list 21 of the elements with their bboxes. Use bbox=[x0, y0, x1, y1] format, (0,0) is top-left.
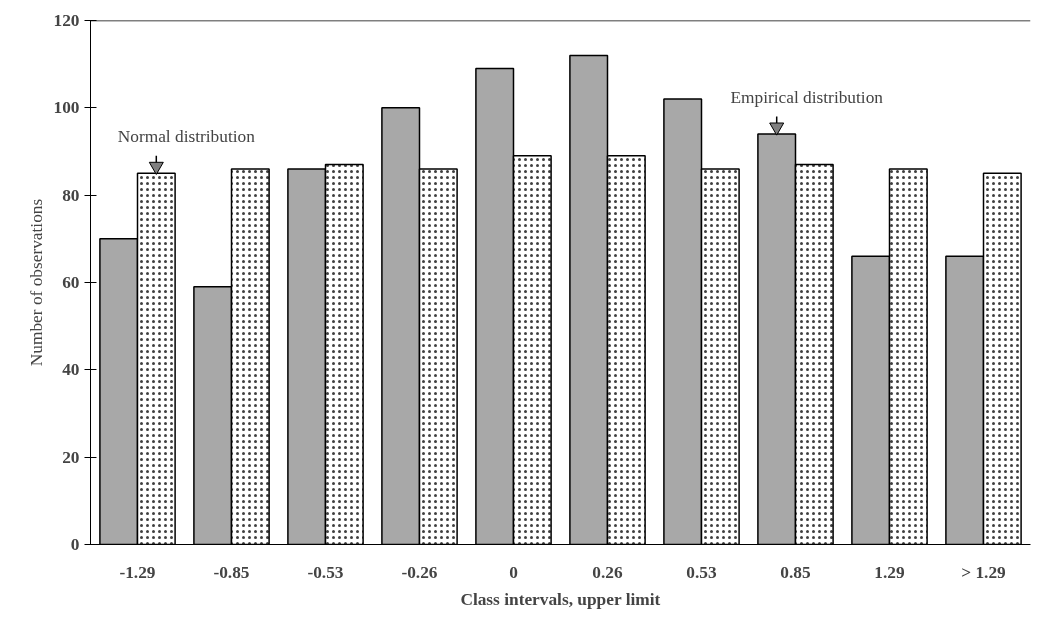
x-tick-label: -0.53 bbox=[307, 562, 344, 582]
y-tick-label: 120 bbox=[53, 11, 80, 30]
x-tick-label: 0 bbox=[509, 562, 518, 582]
x-tick-label: > 1.29 bbox=[961, 562, 1007, 582]
y-tick-label: 60 bbox=[62, 273, 80, 292]
x-axis-title: Class intervals, upper limit bbox=[460, 589, 661, 609]
x-tick-label: 0.53 bbox=[686, 562, 717, 582]
annotation: Empirical distribution bbox=[730, 87, 884, 107]
y-tick-label: 0 bbox=[70, 535, 80, 554]
x-tick-label: 0.26 bbox=[592, 562, 623, 582]
annotation: Normal distribution bbox=[117, 127, 256, 147]
x-tick-label: -0.26 bbox=[401, 562, 438, 582]
y-tick-label: 80 bbox=[62, 185, 80, 205]
x-tick-label: 0.85 bbox=[780, 562, 811, 582]
y-tick-label: 40 bbox=[62, 360, 80, 380]
y-tick-label: 20 bbox=[62, 447, 80, 467]
x-tick-label: -1.29 bbox=[119, 562, 156, 582]
y-axis-title: Number of observations bbox=[26, 198, 46, 367]
x-tick-label: 1.29 bbox=[874, 562, 905, 582]
x-tick-label: -0.85 bbox=[213, 562, 250, 582]
y-tick-label: 100 bbox=[53, 98, 80, 118]
